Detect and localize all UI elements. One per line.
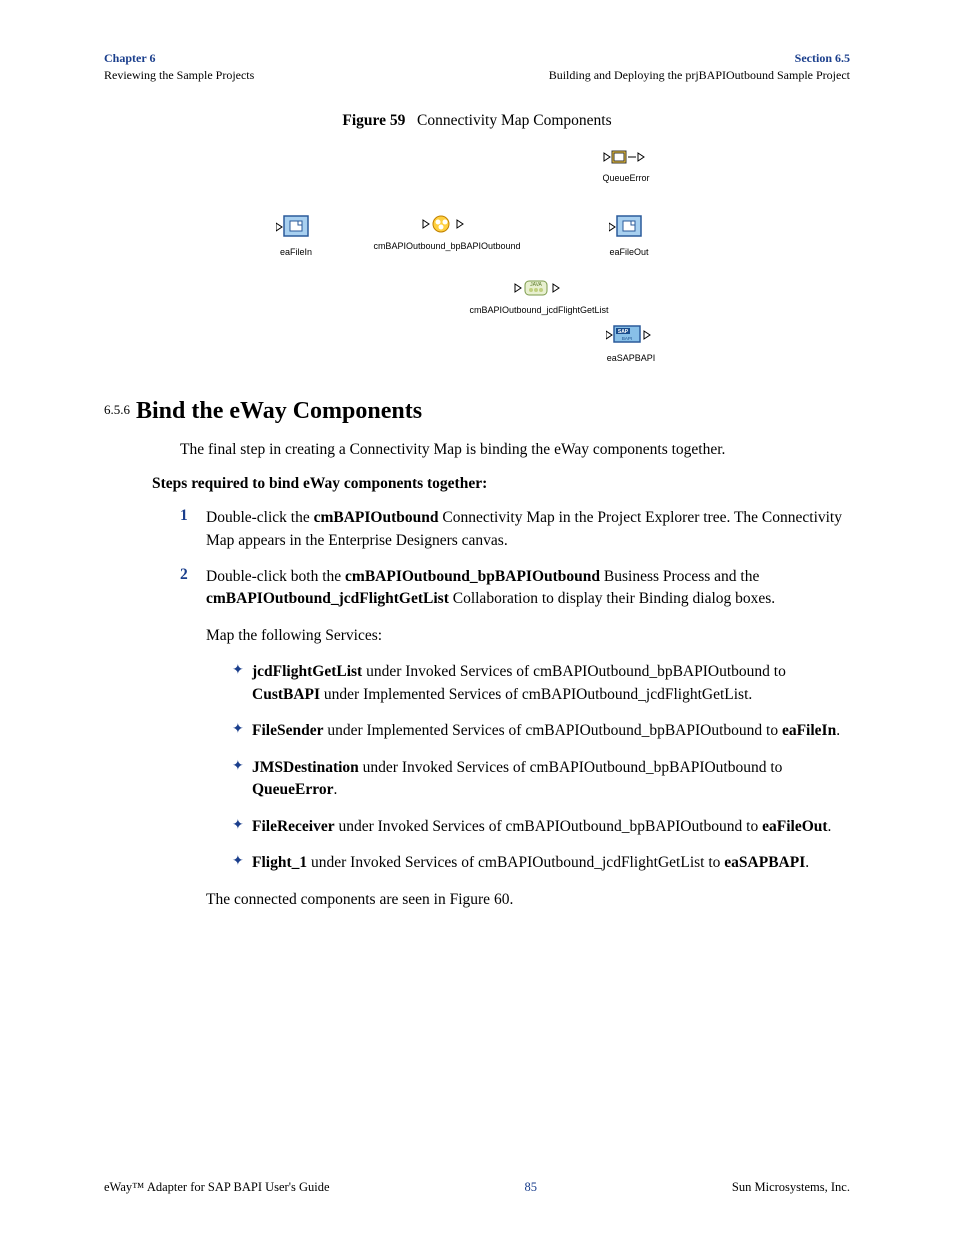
bullet-item: ✦ FileSender under Implemented Services …: [232, 720, 850, 742]
svg-text:SAP: SAP: [618, 329, 629, 335]
bullet-item: ✦ Flight_1 under Invoked Services of cmB…: [232, 852, 850, 874]
bullet-text: Flight_1 under Invoked Services of cmBAP…: [252, 852, 809, 874]
node-ea-sap-bapi: SAP BAPI eaSAPBAPI: [606, 324, 656, 363]
sap-icon: SAP BAPI: [606, 324, 656, 346]
section-title: Bind the eWay Components: [136, 398, 422, 424]
step-number: 1: [180, 507, 206, 552]
figure-label: Figure 59: [342, 112, 405, 129]
node-ea-file-out: eaFileOut: [609, 214, 649, 257]
queue-icon: [602, 148, 650, 166]
page-header: Chapter 6 Reviewing the Sample Projects …: [104, 50, 850, 84]
node-label: QueueError: [602, 173, 650, 183]
step-number: 2: [180, 566, 206, 611]
step-text: Double-click the cmBAPIOutbound Connecti…: [206, 507, 850, 552]
figure-title: Connectivity Map Components: [417, 112, 612, 129]
section-number: 6.5.6: [104, 402, 130, 417]
bullet-icon: ✦: [232, 816, 252, 838]
figure-caption: Figure 59 Connectivity Map Components: [104, 112, 850, 130]
step-item: 1 Double-click the cmBAPIOutbound Connec…: [180, 507, 850, 552]
bullet-item: ✦ JMSDestination under Invoked Services …: [232, 757, 850, 802]
step-item: 2 Double-click both the cmBAPIOutbound_b…: [180, 566, 850, 611]
footer-page-number: 85: [524, 1180, 537, 1195]
outro-paragraph: The connected components are seen in Fig…: [206, 889, 850, 911]
node-ea-file-in: eaFileIn: [276, 214, 316, 257]
bp-icon: [419, 214, 475, 234]
node-label: cmBAPIOutbound_jcdFlightGetList: [454, 305, 624, 315]
collab-icon: JAVA: [511, 278, 567, 298]
connectivity-diagram: QueueError eaFileIn: [104, 148, 850, 378]
bullet-text: jcdFlightGetList under Invoked Services …: [252, 661, 850, 706]
node-queue-error: QueueError: [602, 148, 650, 183]
node-label: eaFileOut: [609, 247, 649, 257]
intro-paragraph: The final step in creating a Connectivit…: [180, 439, 850, 461]
bullet-text: FileReceiver under Invoked Services of c…: [252, 816, 831, 838]
ordered-steps: 1 Double-click the cmBAPIOutbound Connec…: [180, 507, 850, 611]
node-label: eaFileIn: [276, 247, 316, 257]
step-text: Double-click both the cmBAPIOutbound_bpB…: [206, 566, 850, 611]
file-out-icon: [609, 214, 649, 240]
page-footer: eWay™ Adapter for SAP BAPI User's Guide …: [104, 1180, 850, 1195]
section-heading: 6.5.6 Bind the eWay Components: [104, 398, 850, 425]
steps-title: Steps required to bind eWay components t…: [152, 475, 850, 493]
bullet-list: ✦ jcdFlightGetList under Invoked Service…: [232, 661, 850, 874]
section-label: Section 6.5: [549, 50, 850, 67]
bullet-icon: ✦: [232, 757, 252, 802]
bullet-item: ✦ jcdFlightGetList under Invoked Service…: [232, 661, 850, 706]
footer-right: Sun Microsystems, Inc.: [732, 1180, 850, 1195]
chapter-subtitle: Reviewing the Sample Projects: [104, 67, 254, 84]
map-intro: Map the following Services:: [206, 625, 850, 647]
bullet-icon: ✦: [232, 720, 252, 742]
svg-text:BAPI: BAPI: [622, 336, 632, 341]
node-jcd-flight: JAVA cmBAPIOutbound_jcdFlightGetList: [454, 278, 624, 315]
bullet-icon: ✦: [232, 661, 252, 706]
bullet-text: JMSDestination under Invoked Services of…: [252, 757, 850, 802]
node-bp-outbound: cmBAPIOutbound_bpBAPIOutbound: [362, 214, 532, 251]
section-subtitle: Building and Deploying the prjBAPIOutbou…: [549, 67, 850, 84]
svg-text:JAVA: JAVA: [530, 282, 542, 288]
bullet-text: FileSender under Implemented Services of…: [252, 720, 840, 742]
footer-left: eWay™ Adapter for SAP BAPI User's Guide: [104, 1180, 330, 1195]
node-label: eaSAPBAPI: [606, 353, 656, 363]
file-in-icon: [276, 214, 316, 240]
bullet-item: ✦ FileReceiver under Invoked Services of…: [232, 816, 850, 838]
node-label: cmBAPIOutbound_bpBAPIOutbound: [362, 241, 532, 251]
bullet-icon: ✦: [232, 852, 252, 874]
chapter-label: Chapter 6: [104, 50, 254, 67]
